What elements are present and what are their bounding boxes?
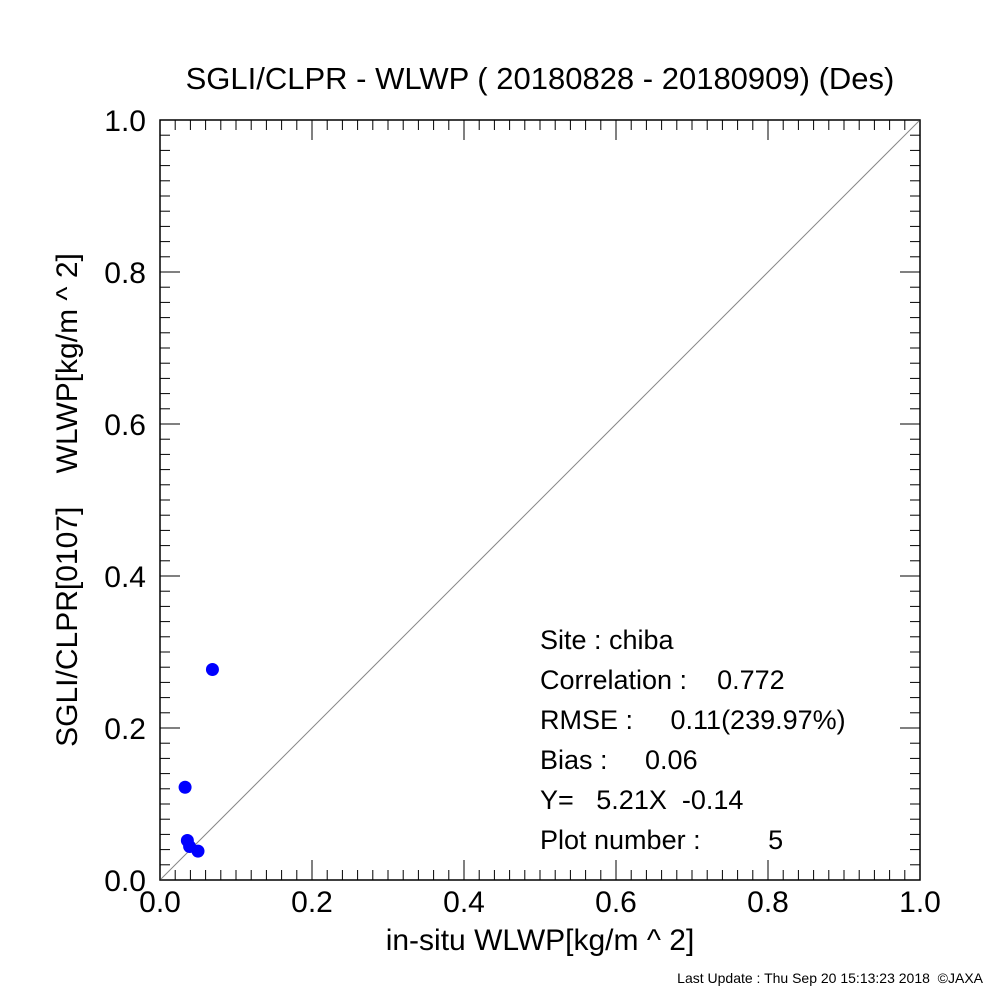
chart-title: SGLI/CLPR - WLWP ( 20180828 - 20180909) …	[186, 61, 895, 96]
stat-line: Site : chiba	[540, 625, 675, 655]
y-tick-labels: 0.0 0.2 0.4 0.6 0.8 1.0	[104, 105, 146, 898]
data-point	[178, 780, 192, 794]
y-tick-label: 0.8	[104, 257, 146, 290]
stat-line: Correlation : 0.772	[540, 665, 785, 695]
x-tick-labels: 0.0 0.2 0.4 0.6 0.8 1.0	[139, 886, 941, 919]
statistics-box: Site : chiba Correlation : 0.772 RMSE : 0.…	[540, 625, 846, 855]
data-point	[205, 662, 219, 676]
x-tick-label: 0.0	[139, 886, 181, 919]
x-axis-label: in-situ WLWP[kg/m ^ 2]	[386, 924, 695, 957]
stat-line: Y= 5.21X -0.14	[540, 785, 743, 815]
axis-ticks	[159, 119, 921, 881]
x-tick-label: 1.0	[899, 886, 941, 919]
stat-line: Plot number : 5	[540, 825, 783, 855]
y-tick-label: 0.2	[104, 713, 146, 746]
x-tick-label: 0.2	[291, 886, 333, 919]
data-point	[191, 844, 205, 858]
stat-line: Bias : 0.06	[540, 745, 698, 775]
x-tick-label: 0.8	[747, 886, 789, 919]
one-to-one-line	[159, 119, 921, 881]
y-axis-label: SGLI/CLPR[0107] WLWP[kg/m ^ 2]	[51, 253, 84, 747]
x-tick-label: 0.4	[443, 886, 485, 919]
footer-last-update: Last Update : Thu Sep 20 15:13:23 2018 ©…	[677, 970, 983, 986]
y-tick-label: 0.4	[104, 561, 146, 594]
y-tick-label: 0.6	[104, 409, 146, 442]
x-tick-label: 0.6	[595, 886, 637, 919]
y-tick-label: 1.0	[104, 105, 146, 138]
data-points	[178, 662, 219, 858]
y-tick-label: 0.0	[104, 865, 146, 898]
stat-line: RMSE : 0.11(239.97%)	[540, 705, 846, 735]
